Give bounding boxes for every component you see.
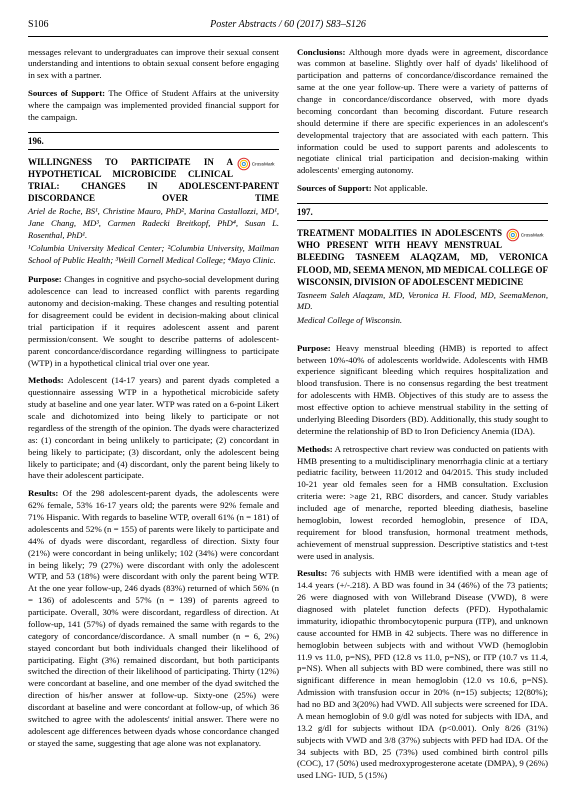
support-label: Sources of Support: (28, 88, 105, 98)
svg-text:CrossMark: CrossMark (521, 233, 544, 239)
abstract-197-purpose: Purpose: Heavy menstrual bleeding (HMB) … (297, 343, 548, 438)
abstract-196-conclusions: Conclusions: Although more dyads were in… (297, 47, 548, 178)
abstract-number-196: 196. (28, 132, 279, 150)
sources-of-support: Sources of Support: The Office of Studen… (28, 88, 279, 124)
purpose-text: Changes in cognitive and psycho-social d… (28, 274, 279, 367)
abstract-196-results: Results: Of the 298 adolescent-parent dy… (28, 488, 279, 749)
methods-label: Methods: (28, 375, 64, 385)
crossmark-icon[interactable]: CrossMark (237, 157, 279, 171)
purpose-label: Purpose: (28, 274, 62, 284)
results-label: Results: (28, 488, 58, 498)
intro-continuation: messages relevant to undergraduates can … (28, 47, 279, 83)
abstract-196-support: Sources of Support: Not applicable. (297, 183, 548, 195)
right-column: Conclusions: Although more dyads were in… (297, 47, 548, 789)
abstract-197-header: CrossMark TREATMENT MODALITIES IN ADOLES… (297, 227, 548, 288)
methods-label-2: Methods: (297, 444, 333, 454)
methods-text-2: A retrospective chart review was conduct… (297, 444, 548, 561)
abstract-number-197: 197. (297, 203, 548, 221)
abstract-197-affiliations: Medical College of Wisconsin. (297, 315, 548, 327)
abstract-196-purpose: Purpose: Changes in cognitive and psycho… (28, 274, 279, 369)
support-label-2: Sources of Support: (297, 183, 372, 193)
purpose-text-2: Heavy menstrual bleeding (HMB) is report… (297, 343, 548, 436)
abstract-196-affiliations: ¹Columbia University Medical Center; ²Co… (28, 243, 279, 266)
conclusions-text: Although more dyads were in agreement, d… (297, 47, 548, 176)
results-label-2: Results: (297, 568, 327, 578)
abstract-197-authors: Tasneem Saleh Alaqzam, MD, Veronica H. F… (297, 290, 548, 313)
abstract-197-results: Results: 76 subjects with HMB were ident… (297, 568, 548, 782)
header-rule (28, 36, 548, 37)
left-column: messages relevant to undergraduates can … (28, 47, 279, 789)
abstract-197-methods: Methods: A retrospective chart review wa… (297, 444, 548, 563)
results-text-2: 76 subjects with HMB were identified wit… (297, 568, 548, 780)
conclusions-label: Conclusions: (297, 47, 345, 57)
running-title: Poster Abstracts / 60 (2017) S83–S126 (210, 19, 366, 30)
page-number: S106 (28, 18, 49, 32)
methods-text: Adolescent (14-17 years) and parent dyad… (28, 375, 279, 480)
purpose-label-2: Purpose: (297, 343, 331, 353)
running-header: S106 Poster Abstracts / 60 (2017) S83–S1… (28, 18, 548, 32)
crossmark-icon[interactable]: CrossMark (506, 228, 548, 242)
svg-text:CrossMark: CrossMark (252, 161, 275, 167)
abstract-196-methods: Methods: Adolescent (14-17 years) and pa… (28, 375, 279, 482)
support-text-2: Not applicable. (372, 183, 428, 193)
results-text: Of the 298 adolescent-parent dyads, the … (28, 488, 279, 747)
abstract-196-authors: Ariel de Roche, BS¹, Christine Mauro, Ph… (28, 206, 279, 241)
abstract-196-header: CrossMark WILLINGNESS TO PARTICIPATE IN … (28, 156, 279, 205)
